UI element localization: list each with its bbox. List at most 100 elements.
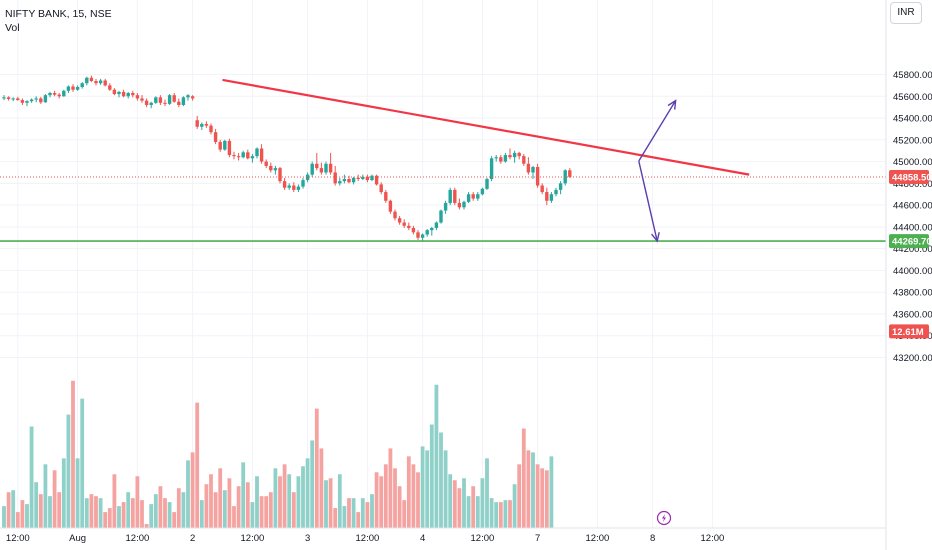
volume-bar xyxy=(457,488,462,528)
candle-body xyxy=(149,102,153,105)
volume-bar xyxy=(416,472,420,528)
volume-bar xyxy=(107,508,112,528)
volume-bar xyxy=(48,496,52,528)
volume-value-label: 12.61M xyxy=(892,327,924,338)
volume-bar xyxy=(126,492,131,528)
resistance-trendline xyxy=(222,78,750,176)
candle-body xyxy=(255,148,259,157)
volume-bar xyxy=(342,506,347,528)
volume-bar xyxy=(466,496,471,528)
volume-bar xyxy=(25,504,29,528)
volume-bar xyxy=(383,464,388,528)
candle-body xyxy=(11,98,15,100)
candle-body xyxy=(34,98,38,100)
volume-bar xyxy=(250,502,255,528)
candle-body xyxy=(388,200,393,212)
candle-body xyxy=(365,176,370,181)
volume-bar xyxy=(429,424,434,528)
volume-bar xyxy=(471,486,476,528)
time-tick-label: 12:00 xyxy=(241,533,265,544)
candle-body xyxy=(434,222,439,228)
price-tick-label: 43800.00 xyxy=(893,288,932,299)
candle-body xyxy=(430,227,434,231)
candle-body xyxy=(186,95,190,98)
arrow-head xyxy=(651,232,660,243)
currency-button[interactable]: INR xyxy=(890,2,922,24)
candle-body xyxy=(568,170,572,177)
candle-body xyxy=(301,180,305,187)
volume-bar xyxy=(494,502,499,528)
candle-body xyxy=(163,102,167,104)
candle-body xyxy=(278,168,282,182)
volume-bar xyxy=(319,448,324,528)
volume-value-label-bg xyxy=(889,324,929,339)
volume-bar xyxy=(11,490,16,528)
candle-body xyxy=(2,97,6,99)
candle-body xyxy=(374,175,379,185)
volume-bar xyxy=(190,452,195,528)
candle-body xyxy=(411,227,416,233)
volume-bar xyxy=(406,456,411,528)
volume-bar xyxy=(66,414,71,528)
price-tick-label: 45400.00 xyxy=(893,114,932,125)
candle-body xyxy=(94,81,98,84)
volume-bar xyxy=(448,474,453,528)
volume-bar xyxy=(411,464,416,528)
candle-body xyxy=(259,148,264,162)
candle-body xyxy=(144,100,149,105)
volume-bar xyxy=(80,398,85,528)
candle-body xyxy=(489,158,494,179)
volume-bar xyxy=(544,470,549,528)
volume-bar xyxy=(227,478,232,528)
candle-body xyxy=(246,152,250,159)
volume-indicator-label[interactable]: Vol xyxy=(5,22,20,34)
time-tick-label: 4 xyxy=(420,533,425,544)
candle-body xyxy=(167,95,172,104)
volume-bar xyxy=(6,492,11,528)
volume-bar xyxy=(512,484,517,528)
volume-bar xyxy=(282,464,287,528)
symbol-title[interactable]: NIFTY BANK, 15, NSE xyxy=(5,8,112,20)
volume-bar xyxy=(121,502,126,528)
volume-bar xyxy=(84,498,89,528)
price-tick-label: 45600.00 xyxy=(893,92,932,103)
candle-body xyxy=(457,202,462,208)
candle-body xyxy=(526,163,531,173)
candle-body xyxy=(462,201,466,208)
candle-body xyxy=(172,95,176,102)
candle-body xyxy=(420,234,425,238)
volume-bar xyxy=(443,450,448,528)
time-tick-label: Aug xyxy=(69,533,86,544)
volume-bar xyxy=(186,460,190,528)
candle-body xyxy=(89,77,94,82)
candle-body xyxy=(43,95,48,103)
volume-bar xyxy=(264,496,269,528)
time-axis[interactable]: 12:00 Aug 12:00 2 12:00 3 12:00 4 12:00 7 12:00 8 12… xyxy=(0,527,886,544)
candle-body xyxy=(425,230,429,235)
price-axis[interactable]: 45800.00 45600.00 45400.00 45200.00 45000.00… xyxy=(885,0,932,550)
candle-body xyxy=(62,90,66,97)
price-tick-label: 45200.00 xyxy=(893,135,932,146)
candle-body xyxy=(499,157,503,162)
volume-bar xyxy=(273,468,278,528)
volume-bar xyxy=(480,478,485,528)
candle-body xyxy=(558,183,563,190)
volume-bar xyxy=(521,428,526,528)
volume-bar xyxy=(34,482,39,528)
candles xyxy=(2,75,572,242)
candle-body xyxy=(200,124,204,127)
volume-bar xyxy=(324,480,328,528)
candle-body xyxy=(177,101,181,105)
volume-bar xyxy=(517,464,522,528)
time-tick-label: 2 xyxy=(190,533,195,544)
price-tick-label: 44200.00 xyxy=(893,244,932,255)
volume-bar xyxy=(489,498,494,528)
volume-bar xyxy=(462,478,466,528)
candle-body xyxy=(416,232,420,238)
candle-body xyxy=(540,185,544,193)
volume-bar xyxy=(245,482,250,528)
volume-bar xyxy=(218,468,223,528)
volume-bar xyxy=(498,502,503,528)
candle-body xyxy=(393,211,397,219)
